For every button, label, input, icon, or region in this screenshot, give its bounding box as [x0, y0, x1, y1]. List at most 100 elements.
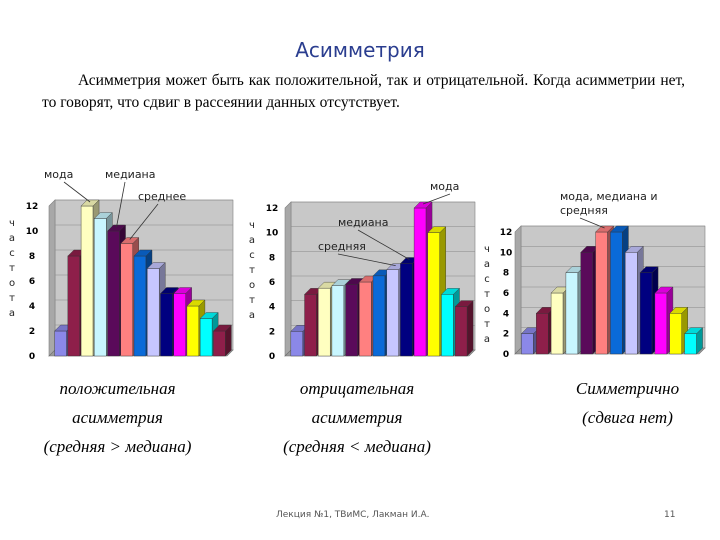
caption-negative: отрицательная асимметрия (средняя < меди… [262, 374, 452, 461]
bar-front [304, 294, 317, 357]
y-tick-label: 2 [29, 327, 35, 337]
bar [684, 327, 704, 355]
annotation-pointer [337, 253, 396, 267]
caption-negative-line1: отрицательная [299, 379, 415, 398]
bar-top [639, 266, 659, 273]
bar-top [413, 201, 433, 209]
bar-front [54, 330, 67, 357]
bar-front [684, 333, 697, 355]
slide-title: Асимметрия [295, 38, 425, 62]
y-tick-label: 8 [503, 269, 509, 279]
y-tick-label: 0 [29, 352, 35, 362]
footer-lecture: Лекция №1, ТВиМС, Лакман И.А. [276, 510, 430, 520]
bar-front [400, 263, 413, 357]
bar-front [345, 284, 358, 357]
bar-front [386, 269, 399, 357]
bar-front [580, 252, 593, 355]
annotation-label: мода [44, 168, 73, 181]
bar-top [609, 225, 629, 233]
y-tick-label: 4 [269, 303, 275, 313]
bar-top [120, 237, 140, 244]
bar-top [186, 299, 206, 307]
bar-front [67, 255, 81, 357]
bar-top [624, 246, 644, 253]
intro-paragraph: Асимметрия может быть как положительной,… [42, 72, 685, 111]
bar-front [199, 318, 213, 357]
chart-3: 0 2 4 6 8 10 12 ч а с т о т а мода, медиана и средняя [484, 190, 706, 360]
chart-side-wall [514, 225, 522, 355]
bar-front [536, 313, 549, 355]
caption-symmetric: Симметрично (сдвига нет) [545, 374, 710, 432]
bar-top [199, 312, 219, 319]
y-tick-label: 10 [500, 248, 513, 258]
bar-front [147, 268, 160, 357]
bar-front [120, 243, 133, 357]
bar-top [173, 287, 193, 294]
bar-top [595, 225, 615, 233]
caption-positive: положительная асимметрия (средняя > меди… [30, 374, 205, 461]
caption-positive-line2: асимметрия [72, 408, 163, 427]
caption-symmetric-line1: Симметрично [575, 379, 680, 398]
y-tick-label: 12 [26, 202, 39, 212]
annotation-label: мода, медиана и средняя [560, 190, 658, 217]
bar-front [639, 272, 653, 355]
bar-front [521, 333, 534, 355]
caption-positive-line3: (средняя > медиана) [43, 437, 192, 456]
y-tick-label: 2 [269, 327, 275, 337]
y-tick-label: 6 [503, 289, 509, 299]
chart-side-wall [284, 201, 292, 357]
y-tick-label: 6 [29, 277, 35, 287]
bar-front [550, 292, 564, 355]
bar-front [133, 255, 147, 357]
bar-front [413, 207, 427, 357]
bar-top [93, 212, 113, 219]
y-tick-label: 0 [269, 352, 275, 362]
y-tick-label: 8 [269, 253, 275, 263]
y-tick-label: 2 [503, 330, 509, 340]
bar-top [146, 262, 166, 269]
bar-front [654, 292, 668, 355]
bar-front [331, 285, 345, 357]
annotation-pointer [422, 193, 451, 205]
y-tick-label: 10 [266, 229, 279, 239]
annotation-pointer [579, 217, 605, 229]
annotation-pointer [116, 181, 126, 228]
bar-front [595, 231, 608, 355]
bar-front [318, 287, 331, 357]
bar-front [454, 306, 468, 357]
footer-page-number: 11 [664, 510, 676, 520]
bar-front [94, 218, 107, 357]
y-tick-label: 4 [503, 309, 509, 319]
bar-top [107, 224, 127, 232]
bar-front [565, 272, 579, 355]
bar-front [173, 293, 186, 357]
bar-top [454, 300, 474, 307]
bar-top [133, 249, 153, 257]
bar-front [610, 231, 623, 355]
bar-front [213, 330, 226, 357]
annotation-label: медиана [338, 216, 389, 229]
bar [199, 312, 219, 357]
caption-negative-line3: (средняя < медиана) [283, 437, 431, 456]
bar-top [212, 324, 232, 332]
bar-top [80, 199, 100, 207]
y-tick-label: 8 [29, 252, 35, 262]
annotation-label: мода [430, 180, 459, 193]
bar-front [372, 275, 386, 357]
annotation-pointer [357, 229, 410, 260]
y-tick-label: 4 [29, 302, 35, 312]
caption-positive-line1: положительная [59, 379, 176, 398]
bar-front [625, 252, 638, 355]
chart-side-wall [48, 199, 56, 357]
bar [212, 324, 232, 357]
bar-front [359, 281, 372, 357]
bar-front [427, 232, 440, 357]
annotation-pointer [63, 181, 91, 203]
bar-front [290, 331, 304, 357]
y-tick-label: 12 [500, 228, 513, 238]
y-tick-label: 12 [266, 204, 279, 214]
bar-front [160, 293, 173, 357]
